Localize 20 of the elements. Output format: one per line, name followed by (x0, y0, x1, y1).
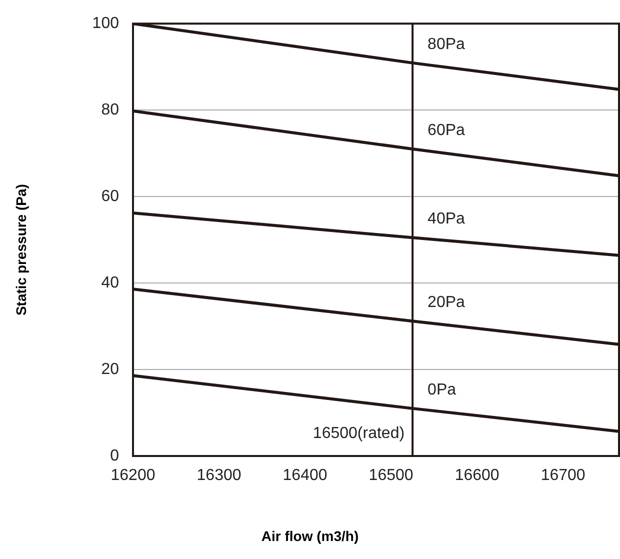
series-label: 20Pa (428, 294, 466, 312)
y-tick-label: 0 (110, 447, 120, 464)
y-tick-label: 40 (101, 274, 120, 292)
y-axis-title: Static pressure (Pa) (12, 184, 29, 316)
x-tick-label: 16300 (196, 467, 242, 484)
x-tick-label: 16200 (110, 467, 156, 484)
y-tick-label: 20 (101, 360, 120, 378)
series-label: 0Pa (428, 381, 456, 398)
x-axis-title: Air flow (m3/h) (261, 528, 359, 544)
y-tick-label: 80 (101, 101, 120, 118)
x-tick-label: 16600 (454, 467, 500, 484)
series-label: 40Pa (428, 210, 466, 228)
x-tick-label: 16500 (368, 467, 414, 484)
y-tick-label: 100 (92, 15, 120, 32)
series-label: 60Pa (428, 122, 466, 139)
ref-line-label: 16500(rated) (312, 425, 405, 442)
x-tick-label: 16700 (540, 467, 586, 484)
series-label: 80Pa (428, 36, 466, 53)
y-tick-label: 60 (101, 188, 120, 205)
x-tick-label: 16400 (282, 467, 328, 484)
